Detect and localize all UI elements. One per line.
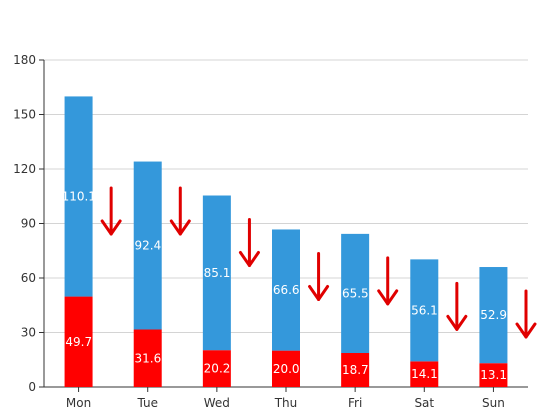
y-tick-label: 0 xyxy=(28,380,36,394)
x-tick-label: Thu xyxy=(274,396,298,410)
down-arrow-head xyxy=(515,322,537,339)
down-arrow-head xyxy=(377,289,399,306)
bars xyxy=(64,96,508,387)
bar-segment xyxy=(479,267,508,364)
down-arrow-head xyxy=(100,219,122,236)
down-arrow-head xyxy=(169,219,191,236)
x-tick-label: Fri xyxy=(348,396,362,410)
down-arrow-head xyxy=(446,314,468,331)
bar-segment xyxy=(410,361,439,387)
x-tick-label: Tue xyxy=(136,396,158,410)
y-tick-label: 120 xyxy=(13,162,36,176)
bar-segment xyxy=(341,233,370,353)
x-tick-label: Sun xyxy=(482,396,505,410)
x-tick-label: Wed xyxy=(204,396,230,410)
bar-segment xyxy=(64,96,93,297)
data-label: 92.45 xyxy=(135,239,169,253)
x-axis: Mon Tue Wed Thu Fri Sat Sun xyxy=(44,386,528,410)
y-tick-label: 60 xyxy=(21,271,36,285)
data-label: 31.65 xyxy=(135,351,169,365)
y-tick-label: 30 xyxy=(21,326,36,340)
data-label: 14.12 xyxy=(411,367,445,381)
data-label: 110.17 xyxy=(62,189,104,203)
down-arrow-head xyxy=(238,251,260,268)
y-tick-label: 180 xyxy=(13,53,36,67)
data-label: 20.27 xyxy=(204,362,238,376)
x-tick-label: Sat xyxy=(414,396,434,410)
y-tick-label: 90 xyxy=(21,217,36,231)
bar-segment xyxy=(64,296,93,387)
data-label: 65.57 xyxy=(342,286,376,300)
data-label: 49.78 xyxy=(65,335,99,349)
x-tick-label: Mon xyxy=(66,396,91,410)
data-label: 85.14 xyxy=(204,266,238,280)
data-label: 18.72 xyxy=(342,363,376,377)
y-tick-label: 150 xyxy=(13,108,36,122)
grid-lines xyxy=(44,59,528,333)
bar-segment xyxy=(202,350,231,387)
data-label: 56.13 xyxy=(411,303,445,317)
bar-segment xyxy=(341,352,370,387)
data-label: 13.11 xyxy=(480,368,514,382)
data-label: 20.03 xyxy=(273,362,307,376)
bar-segment xyxy=(202,195,231,351)
bar-segment xyxy=(133,161,162,330)
data-labels: 49.78 110.17 31.65 92.45 20.27 85.14 20.03 66.6… xyxy=(62,189,515,382)
bar-segment xyxy=(133,329,162,387)
data-label: 52.93 xyxy=(480,308,514,322)
y-axis: 0 30 60 90 120 150 180 xyxy=(13,53,45,394)
bar-segment xyxy=(272,350,300,387)
down-arrow-head xyxy=(308,284,330,301)
bar-segment xyxy=(272,229,300,351)
data-label: 66.68 xyxy=(273,283,307,297)
bar-segment xyxy=(479,363,508,387)
arrow-annotations xyxy=(100,186,537,339)
bar-segment xyxy=(410,259,439,362)
